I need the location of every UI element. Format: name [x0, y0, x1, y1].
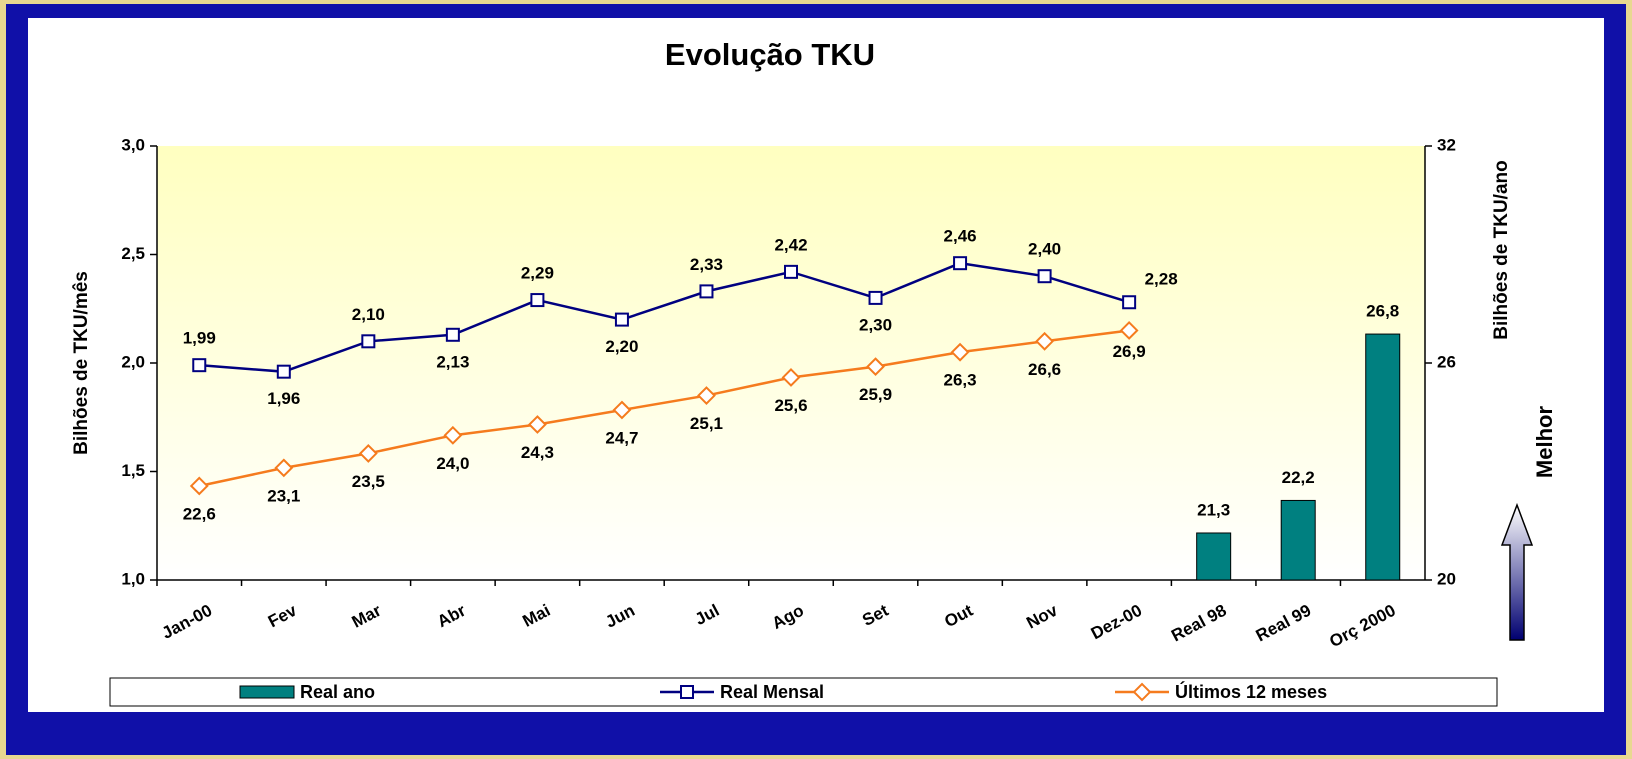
legend-label: Real ano [300, 682, 375, 702]
data-label: 2,13 [436, 352, 469, 371]
marker [614, 312, 629, 327]
bar [1365, 333, 1401, 581]
data-label: 26,6 [1028, 360, 1061, 379]
line [199, 329, 1130, 488]
data-label: 26,8 [1366, 302, 1399, 321]
y-tick-label: 1,5 [121, 461, 145, 480]
marker [781, 368, 801, 387]
data-label: 2,46 [944, 227, 977, 246]
marker [699, 284, 714, 299]
line [199, 261, 1130, 373]
bar [1196, 532, 1232, 581]
chart-title: Evolução TKU [665, 37, 875, 72]
data-label: 24,7 [605, 429, 638, 448]
marker [1037, 269, 1052, 284]
y-tick-label: 2,5 [121, 244, 145, 263]
data-label: 21,3 [1197, 500, 1230, 519]
data-label: 2,33 [690, 255, 723, 274]
marker [276, 364, 291, 379]
data-label: 2,28 [1145, 270, 1178, 289]
marker [1119, 321, 1139, 340]
data-label: 24,3 [521, 443, 554, 462]
y2-tick-label: 26 [1437, 352, 1456, 371]
marker [358, 444, 378, 463]
data-label: 2,20 [605, 337, 638, 356]
data-label: 22,2 [1282, 468, 1315, 487]
legend-marker [1132, 682, 1152, 702]
data-label: 2,40 [1028, 240, 1061, 259]
marker [784, 264, 798, 279]
data-label: 2,10 [352, 305, 385, 324]
data-label: 25,6 [774, 396, 807, 415]
legend-label: Últimos 12 meses [1175, 681, 1327, 702]
legend-marker [680, 685, 694, 699]
y-tick-label: 1,0 [121, 569, 145, 588]
data-label: 23,5 [352, 472, 385, 491]
y-tick-label: 3,0 [121, 135, 145, 154]
data-label: 25,9 [859, 385, 892, 404]
data-label: 22,6 [183, 504, 216, 523]
y-tick-label: 2,0 [121, 352, 145, 371]
marker [445, 327, 460, 342]
data-label: 25,1 [690, 414, 723, 433]
marker [953, 256, 968, 271]
marker [274, 458, 294, 478]
marker [192, 358, 207, 373]
better-arrow [1500, 502, 1534, 641]
marker [697, 386, 716, 405]
marker [868, 290, 883, 305]
data-label: 26,9 [1113, 342, 1146, 361]
plot-area [157, 146, 1425, 580]
marker [866, 357, 885, 377]
annotation: Melhor [1532, 406, 1557, 479]
y2-axis-label: Bilhões de TKU/ano [1491, 160, 1512, 339]
data-label: 1,96 [267, 389, 300, 408]
marker [950, 342, 970, 362]
marker [1035, 331, 1055, 351]
marker [612, 400, 632, 420]
y2-tick-label: 32 [1437, 135, 1456, 154]
data-label: 26,3 [944, 371, 977, 390]
marker [527, 415, 547, 434]
data-label: 2,30 [859, 315, 892, 334]
data-label: 2,42 [774, 235, 807, 254]
legend-label: Real Mensal [720, 682, 824, 702]
data-label: 2,29 [521, 264, 554, 283]
marker [443, 425, 463, 445]
y2-tick-label: 20 [1437, 569, 1456, 588]
y-axis-label: Bilhões de TKU/mês [71, 271, 92, 455]
data-label: 23,1 [267, 486, 300, 505]
marker [189, 476, 209, 496]
marker [361, 334, 376, 349]
data-label: 24,0 [436, 454, 469, 473]
legend-box [109, 677, 1498, 707]
marker [1122, 295, 1137, 310]
data-label: 1,99 [183, 329, 216, 348]
marker [530, 293, 545, 308]
legend-swatch [239, 685, 295, 699]
bar [1280, 499, 1316, 581]
